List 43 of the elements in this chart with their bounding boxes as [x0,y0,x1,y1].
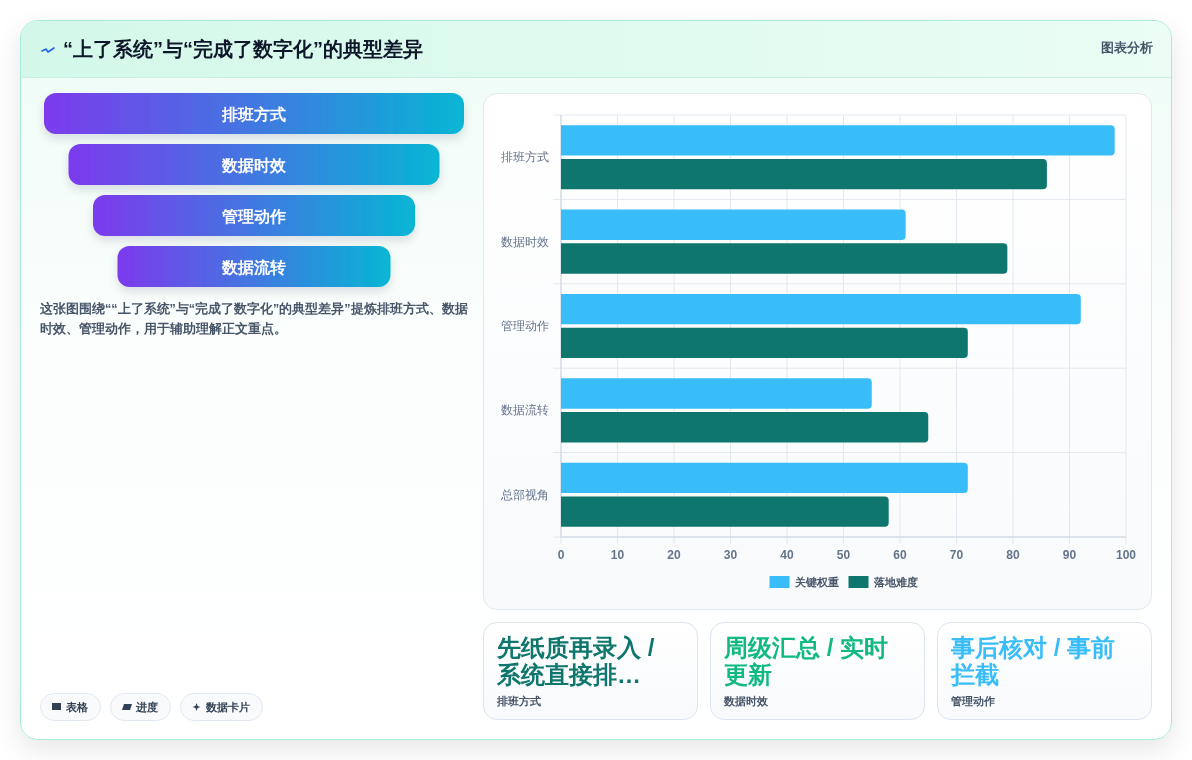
bar [561,462,968,494]
text: 进度 [136,699,158,715]
bar [561,243,1008,274]
text: 事后核对 / 事前拦截 [951,634,1116,688]
y-tick-label: 管理动作 [501,319,549,333]
legend-label: 落地难度 [872,576,918,588]
x-tick-label: 40 [780,548,794,562]
category-label: 管理动作 [221,207,286,225]
text: 表格 [66,699,88,715]
category-label: 排班方式 [221,104,286,123]
legend-label: 关键权重 [793,576,839,588]
text: 周级汇总 / 实时更新 [724,634,889,688]
x-tick-label: 80 [1006,548,1020,562]
x-tick-label: 10 [610,548,625,562]
category-label: 数据时效 [221,156,287,174]
text: 先纸质再录入 / 系统直接排… [497,634,656,688]
bar [561,378,872,409]
bar [561,209,906,240]
bar [561,158,1047,190]
y-tick-label: 排班方式 [501,150,549,165]
category-label: 数据流转 [221,257,286,276]
x-tick-label: 50 [836,548,851,562]
x-tick-label: 60 [893,548,907,562]
text: “上了系统”与“完成了数字化”的典型差异 [63,37,423,61]
text: 数据时效 [724,694,768,708]
x-tick-label: 90 [1062,548,1077,562]
x-tick-label: 30 [723,548,738,562]
text: 数据卡片 [206,699,250,715]
bar [561,412,929,443]
text: 图表分析 [1101,40,1153,56]
x-tick-label: 0 [557,548,565,562]
text: 这张图围绕““上了系统”与“完成了数字化”的典型差异”提炼排班方式、数据时效、管理动作，用于辅助理解正文重点。 [40,300,469,338]
bar [561,125,1115,156]
x-tick-label: 70 [949,548,964,562]
y-tick-label: 数据时效 [501,234,549,249]
bar [561,293,1081,325]
x-tick-label: 20 [667,548,681,562]
text: 管理动作 [951,694,995,708]
bar [561,496,889,527]
y-tick-label: 数据流转 [501,403,549,418]
x-tick-label: 100 [1115,548,1137,562]
bar [561,327,968,359]
y-tick-label: 总部视角 [500,487,549,502]
